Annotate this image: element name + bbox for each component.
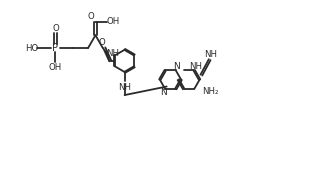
Text: OH: OH: [49, 63, 62, 72]
Text: NH: NH: [106, 49, 119, 59]
Text: O: O: [99, 38, 105, 47]
Text: N: N: [173, 62, 180, 71]
Text: O: O: [52, 24, 59, 33]
Text: OH: OH: [106, 17, 120, 26]
Text: NH₂: NH₂: [202, 87, 219, 96]
Text: NH: NH: [118, 83, 131, 92]
Text: O: O: [88, 12, 95, 21]
Text: N: N: [161, 88, 167, 97]
Text: NH: NH: [189, 62, 202, 71]
Text: NH: NH: [204, 50, 217, 59]
Text: P: P: [53, 43, 59, 53]
Text: HO: HO: [25, 43, 38, 53]
